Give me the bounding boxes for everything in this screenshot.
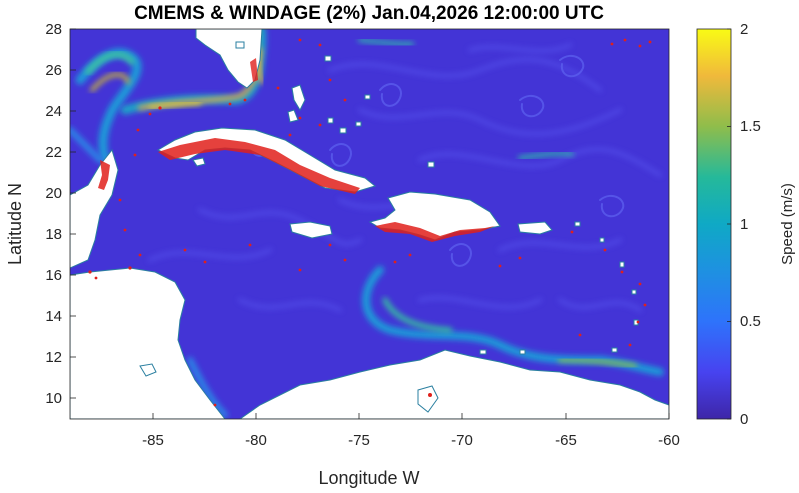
x-tick-label: -65 [555,432,577,449]
small-islands [139,41,639,413]
puerto-rico [517,221,553,235]
y-tick-label: 28 [45,21,62,38]
colorbar-tick-label: 1 [740,216,748,233]
bahamas-large [291,84,306,112]
colorbar-tick-label: 0 [740,411,748,428]
y-tick-label: 22 [45,144,62,161]
colorbar-tick-label: 0.5 [740,313,761,330]
jamaica [289,221,333,239]
andros [287,109,299,123]
y-tick-label: 14 [45,308,62,325]
tick-marks [70,28,670,419]
y-tick-label: 26 [45,62,62,79]
map-title: CMEMS & WINDAGE (2%) Jan.04,2026 12:00:0… [134,3,604,24]
x-tick-label: -75 [348,432,370,449]
colorbar-gradient [696,28,732,420]
x-tick-labels: -85 -80 -75 -70 -65 -60 [142,432,680,449]
x-tick-label: -60 [658,432,680,449]
x-tick-label: -70 [451,432,473,449]
y-axis-label: Latitude N [5,183,25,265]
x-tick-label: -85 [142,432,164,449]
x-axis-label: Longitude W [318,468,419,488]
colorbar-tick-label: 1.5 [740,118,761,135]
colorbar: 0 0.5 1 1.5 2 Speed (m/s) [696,21,796,428]
isla-de-la-juventud [192,157,206,167]
colorbar-tick-label: 2 [740,21,748,38]
colorbar-label: Speed (m/s) [779,183,796,265]
y-tick-label: 12 [45,349,62,366]
strong-currents [70,29,664,418]
drifter-particles [88,38,652,407]
south-america [239,349,669,419]
central-america [70,267,226,419]
y-tick-labels: 10 12 14 16 18 20 22 24 26 28 [45,21,62,407]
florida [195,29,263,89]
map-panel [70,29,669,419]
x-tick-label: -80 [245,432,267,449]
y-tick-label: 16 [45,267,62,284]
y-tick-label: 24 [45,103,62,120]
map-frame [69,28,670,420]
y-tick-label: 10 [45,390,62,407]
y-tick-label: 20 [45,185,62,202]
y-tick-label: 18 [45,226,62,243]
